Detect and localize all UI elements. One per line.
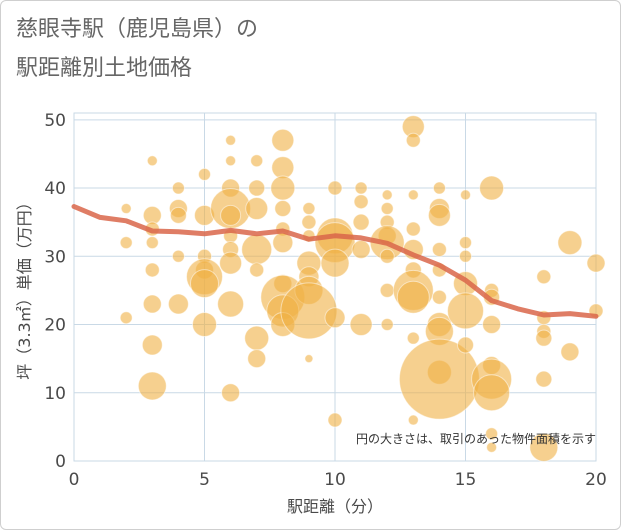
- x-tick-label: 10: [324, 470, 346, 490]
- data-bubble: [381, 189, 393, 201]
- data-bubble: [304, 354, 314, 364]
- plot-border: [73, 112, 597, 462]
- data-bubble: [457, 336, 474, 354]
- data-bubble: [137, 371, 167, 401]
- data-bubble: [225, 155, 237, 167]
- data-bubble: [380, 202, 394, 216]
- data-bubble: [221, 383, 241, 403]
- data-bubble: [352, 213, 370, 231]
- data-bubble: [560, 342, 580, 362]
- x-tick-label: 20: [585, 470, 607, 490]
- data-bubble: [486, 441, 498, 453]
- data-bubble: [479, 175, 505, 201]
- y-tick-label: 40: [44, 179, 66, 199]
- data-bubble: [119, 236, 133, 250]
- data-bubble: [431, 241, 447, 257]
- data-bubble: [244, 325, 270, 351]
- data-bubble: [482, 315, 502, 335]
- chart-title-line1: 慈眼寺駅（鹿児島県）の: [16, 17, 259, 42]
- data-bubble: [406, 331, 420, 345]
- data-bubble: [327, 412, 343, 428]
- data-bubble: [320, 248, 350, 278]
- y-axis-label: 坪（3.3㎡）単価（万円）: [15, 194, 34, 379]
- data-bubble: [427, 203, 451, 227]
- data-bubble: [245, 197, 269, 221]
- y-tick-label: 0: [55, 452, 66, 472]
- y-tick-label: 20: [44, 316, 66, 336]
- data-bubble: [248, 179, 266, 197]
- data-bubble: [405, 221, 421, 237]
- data-bubble: [405, 132, 421, 148]
- data-bubble: [220, 204, 242, 226]
- x-tick-label: 5: [199, 470, 210, 490]
- data-bubble: [529, 432, 559, 462]
- data-bubble: [460, 189, 471, 201]
- data-bubble: [250, 154, 264, 168]
- data-bubble: [327, 180, 343, 196]
- bubble-layer: [119, 115, 606, 462]
- data-bubble: [270, 175, 296, 201]
- data-bubble: [171, 181, 185, 195]
- data-bubble: [171, 249, 185, 263]
- x-tick-labels: 0 5 10 15 20: [69, 470, 607, 490]
- data-bubble: [432, 181, 446, 195]
- data-bubble: [271, 156, 295, 180]
- data-bubble: [535, 370, 553, 388]
- y-tick-label: 10: [44, 384, 66, 404]
- data-bubble: [217, 290, 245, 318]
- data-bubble: [167, 293, 189, 315]
- data-bubble: [379, 282, 395, 298]
- y-tick-label: 30: [44, 247, 66, 267]
- data-bubble: [192, 312, 217, 338]
- data-bubble: [249, 262, 265, 278]
- data-bubble: [380, 318, 394, 332]
- data-bubble: [431, 289, 447, 305]
- data-bubble: [586, 253, 606, 273]
- y-tick-label: 50: [44, 111, 66, 131]
- data-bubble: [144, 262, 160, 278]
- data-bubble: [349, 313, 373, 337]
- data-bubble: [459, 236, 472, 250]
- data-bubble: [145, 236, 159, 250]
- data-bubble: [247, 349, 267, 369]
- data-bubble: [324, 307, 346, 329]
- data-bubble: [190, 269, 219, 299]
- data-bubble: [225, 134, 237, 146]
- data-bubble: [274, 200, 292, 218]
- x-axis-label: 駅距離（分）: [287, 497, 383, 516]
- y-tick-labels: 0 10 20 30 40 50: [44, 111, 66, 472]
- data-bubble: [302, 202, 316, 216]
- data-bubble: [146, 155, 158, 167]
- data-bubble: [379, 248, 395, 264]
- data-bubble: [120, 203, 132, 215]
- data-bubble: [219, 251, 243, 275]
- trend-line: [71, 204, 599, 319]
- chart-title-line2: 駅距離別土地価格: [16, 56, 193, 81]
- data-bubble: [141, 334, 163, 356]
- data-bubble: [119, 311, 133, 325]
- data-bubble: [473, 374, 511, 412]
- data-bubble: [241, 233, 273, 265]
- data-bubble: [407, 414, 419, 426]
- data-bubble: [169, 206, 187, 224]
- data-bubble: [407, 189, 419, 201]
- data-bubble: [447, 292, 484, 330]
- data-bubble: [396, 280, 430, 314]
- data-bubble: [536, 269, 552, 285]
- size-note: 円の大きさは、取引のあった物件面積を示す: [356, 431, 596, 446]
- data-bubble: [301, 214, 317, 230]
- data-bubble: [535, 329, 553, 347]
- data-bubble: [459, 249, 472, 263]
- data-bubble: [353, 194, 369, 210]
- data-bubble: [485, 427, 499, 441]
- data-bubble: [198, 167, 211, 181]
- data-bubble: [557, 230, 583, 256]
- x-tick-label: 15: [455, 470, 477, 490]
- data-bubble: [354, 181, 368, 195]
- data-bubble: [142, 294, 162, 314]
- data-bubble: [271, 128, 295, 152]
- data-bubble: [351, 239, 371, 259]
- x-tick-label: 0: [69, 470, 80, 490]
